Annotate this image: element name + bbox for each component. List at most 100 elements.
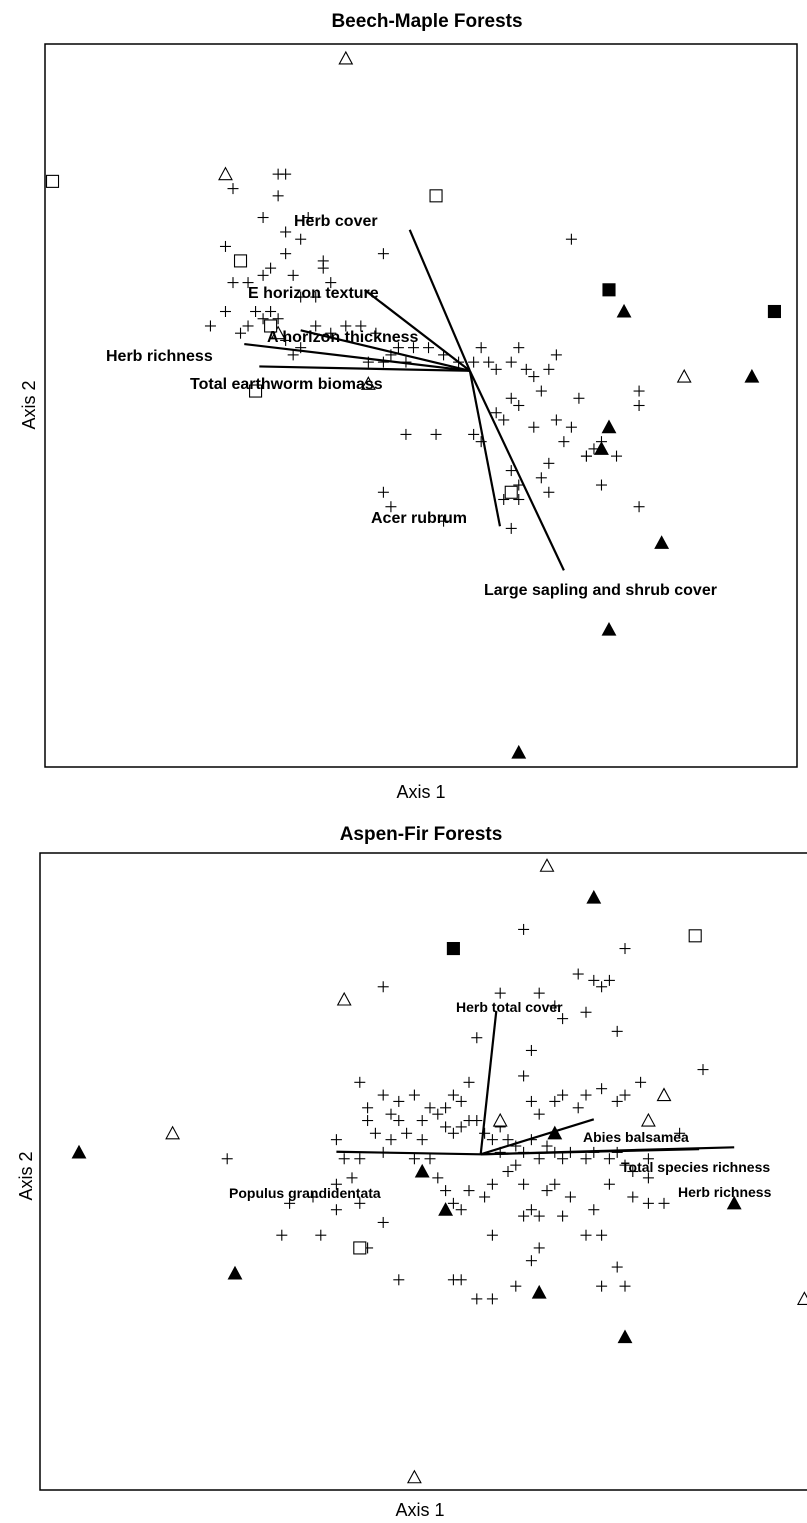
vector-label-herb-total-cover: Herb total cover <box>456 999 563 1015</box>
plus-marker-76 <box>362 1102 374 1114</box>
plus-marker-11 <box>287 269 299 281</box>
plus-marker-60 <box>447 1197 459 1209</box>
plus-marker-53 <box>565 421 577 433</box>
vector-line-2 <box>300 329 471 372</box>
plus-marker-29 <box>432 1108 444 1120</box>
plus-marker-8 <box>549 1000 561 1012</box>
plus-marker-44 <box>550 349 562 361</box>
plus-marker-36 <box>486 1134 498 1146</box>
plus-marker-87 <box>280 168 292 180</box>
filled-triangle-marker-3 <box>547 1125 563 1140</box>
open-triangle-marker-2 <box>165 1125 181 1140</box>
plus-marker-115 <box>307 1191 319 1203</box>
plus-marker-70 <box>535 472 547 484</box>
plus-marker-58 <box>543 457 555 469</box>
plus-marker-74 <box>338 1153 350 1165</box>
plus-marker-18 <box>280 334 292 346</box>
plus-marker-7 <box>295 291 307 303</box>
vector-labels-beech-maple: Herb cover E horizon texture A horizon t… <box>106 213 717 599</box>
plus-marker-73 <box>346 1172 358 1184</box>
plus-marker-82 <box>416 1115 428 1127</box>
filled-triangle-marker-5 <box>601 621 617 636</box>
plus-marker-8 <box>310 291 322 303</box>
plus-marker-125 <box>276 1229 288 1241</box>
open-square-marker-1 <box>353 1241 367 1255</box>
plot-frame-beech-maple <box>44 43 798 768</box>
plus-marker-86 <box>525 1204 537 1216</box>
plus-marker-123 <box>377 981 389 993</box>
filled-triangle-marker-6 <box>511 744 527 759</box>
plus-marker-45 <box>557 1153 569 1165</box>
plus-marker-71 <box>543 486 555 498</box>
plus-marker-38 <box>490 363 502 375</box>
filled-triangle-marker-3 <box>594 441 609 455</box>
vector-line-0 <box>479 1010 498 1155</box>
plus-marker-39 <box>510 1140 522 1152</box>
plus-marker-85 <box>227 183 239 195</box>
plus-marker-24 <box>355 320 367 332</box>
plus-marker-79 <box>565 233 577 245</box>
filled-triangle-marker-2 <box>414 1163 430 1178</box>
vector-line-5 <box>468 370 502 527</box>
plus-marker-114 <box>315 1229 327 1241</box>
plus-marker-88 <box>541 1185 553 1197</box>
plus-marker-117 <box>330 1204 342 1216</box>
open-square-marker-1 <box>233 254 248 268</box>
filled-triangle-marker-7 <box>531 1284 547 1299</box>
plus-marker-9 <box>325 277 337 289</box>
plus-marker-48 <box>498 414 510 426</box>
plus-marker-104 <box>642 1197 654 1209</box>
plus-marker-77 <box>633 501 645 513</box>
plus-marker-48 <box>588 1146 600 1158</box>
plus-marker-66 <box>401 1127 413 1139</box>
filled-triangle-marker-2 <box>601 419 617 434</box>
plus-marker-50 <box>528 421 540 433</box>
plus-marker-13 <box>257 269 269 281</box>
plus-marker-93 <box>588 1204 600 1216</box>
chart-title-beech-maple: Beech-Maple Forests <box>331 11 522 32</box>
plus-marker-15 <box>533 1108 545 1120</box>
vector-line-1 <box>363 288 471 372</box>
plus-marker-53 <box>642 1153 654 1165</box>
plus-marker-75 <box>633 400 645 411</box>
plus-marker-22 <box>619 1089 631 1101</box>
plus-marker-89 <box>302 212 314 224</box>
x-axis-label-aspen-fir: Axis 1 <box>395 1500 444 1520</box>
plus-marker-38 <box>502 1134 514 1146</box>
filled-triangle-marker-5 <box>726 1195 742 1210</box>
plus-marker-108 <box>471 1293 483 1305</box>
plus-marker-43 <box>541 1140 553 1152</box>
plus-marker-113 <box>330 1178 342 1190</box>
open-triangle-marker-4 <box>656 1087 672 1102</box>
vector-line-4 <box>336 1150 481 1156</box>
filled-square-marker-0 <box>602 283 616 297</box>
vector-label-a-horizon-thickness: A horizon thickness <box>267 329 419 346</box>
vector-label-herb-richness-2: Herb richness <box>678 1184 772 1200</box>
plus-marker-88 <box>272 190 284 202</box>
plus-marker-32 <box>423 342 435 354</box>
plus-marker-58 <box>463 1185 475 1197</box>
plus-marker-23 <box>340 320 352 332</box>
plus-marker-10 <box>580 1006 592 1018</box>
plus-marker-52 <box>627 1166 639 1177</box>
vector-label-herb-cover: Herb cover <box>294 213 378 230</box>
plus-marker-40 <box>513 342 525 354</box>
filled-triangle-marker-1 <box>71 1144 87 1159</box>
plus-marker-36 <box>475 342 487 354</box>
vector-label-abies-balsamea: Abies balsamea <box>583 1129 689 1145</box>
plus-marker-111 <box>377 1216 389 1228</box>
open-triangle-marker-2 <box>270 325 286 340</box>
chart-title-aspen-fir: Aspen-Fir Forests <box>340 824 503 845</box>
open-triangle-marker-1 <box>336 991 352 1006</box>
plus-marker-35 <box>479 1127 491 1139</box>
plus-marker-31 <box>407 342 419 354</box>
plus-marker-34 <box>453 356 465 368</box>
plus-marker-90 <box>219 240 231 252</box>
plus-marker-83 <box>424 1102 436 1114</box>
plus-marker-62 <box>432 1172 444 1184</box>
plus-marker-98 <box>697 1064 709 1076</box>
plus-marker-0 <box>204 320 216 332</box>
plus-marker-2 <box>572 968 584 980</box>
open-triangle-marker-0 <box>539 858 555 872</box>
plus-marker-99 <box>486 1229 498 1241</box>
